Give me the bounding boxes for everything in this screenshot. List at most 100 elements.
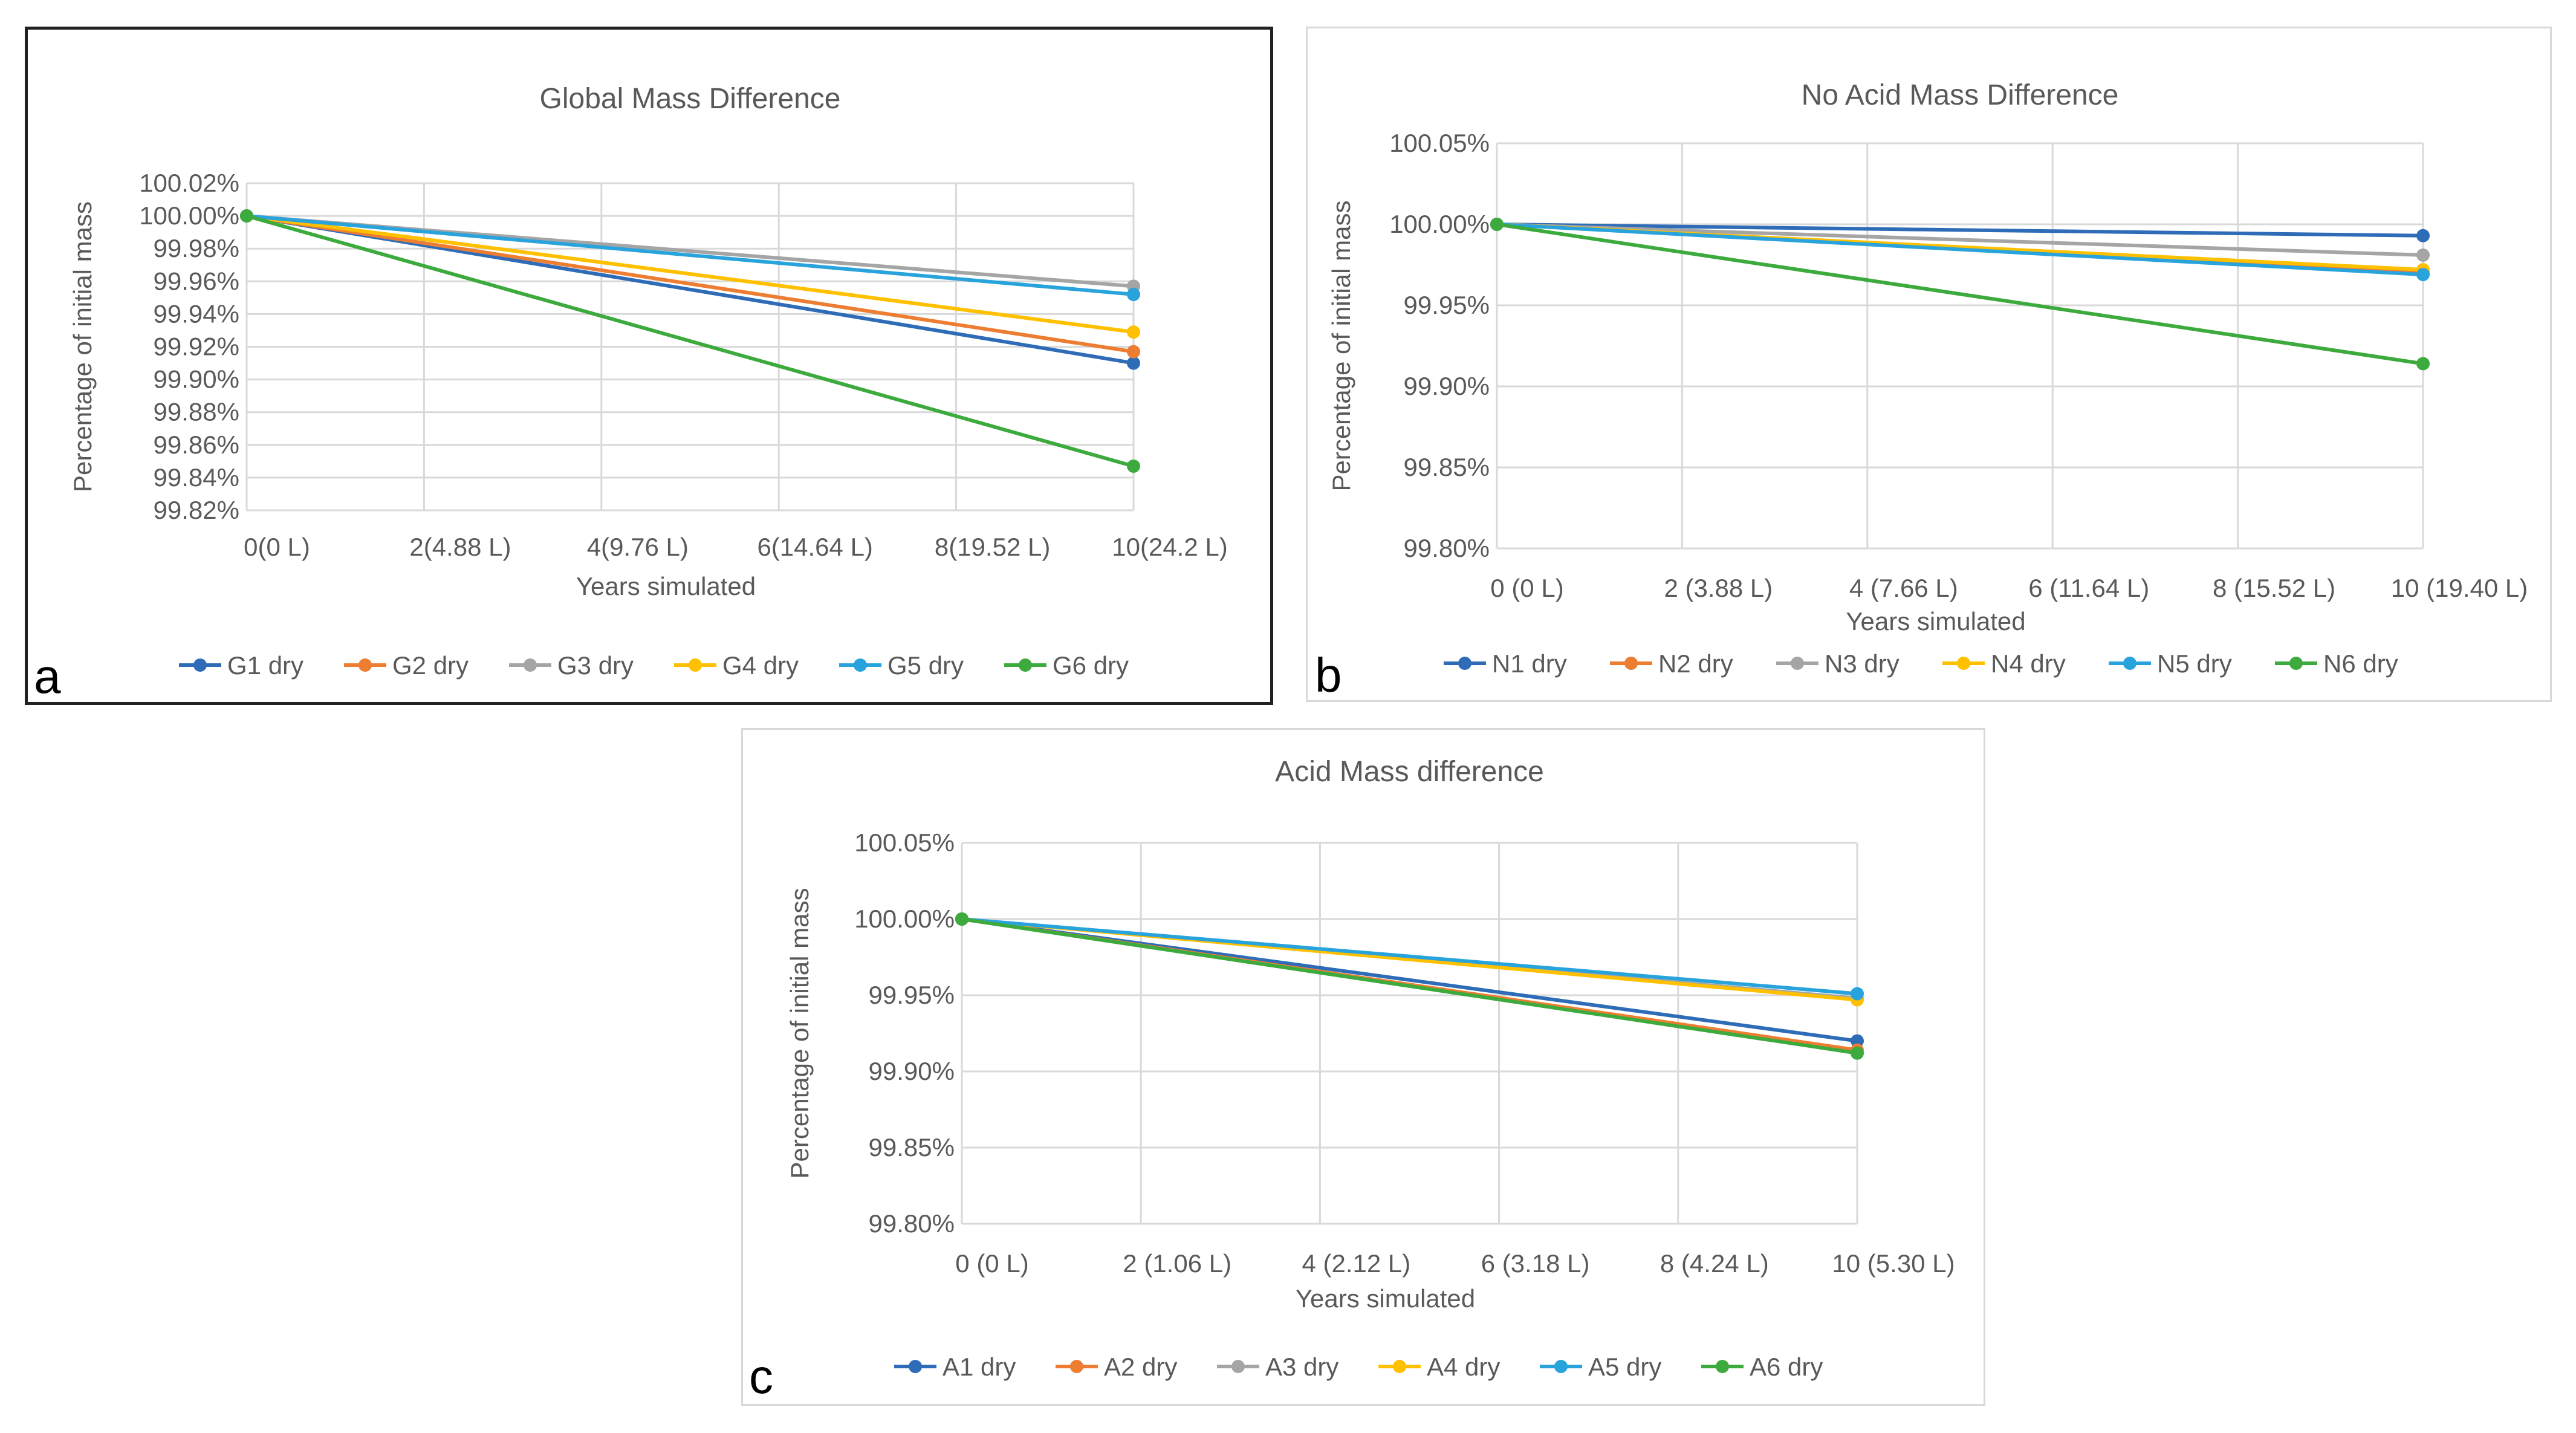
legend-item: A5 dry <box>1540 1353 1661 1381</box>
legend-swatch-marker <box>1957 657 1970 670</box>
legend-item: N4 dry <box>1942 649 2066 678</box>
legend-item: N6 dry <box>2275 649 2398 678</box>
data-point <box>2416 248 2430 262</box>
legend-item: G5 dry <box>839 651 964 680</box>
legend-label: G5 dry <box>887 651 964 680</box>
panel-label-b: b <box>1315 648 1342 702</box>
legend-item: G6 dry <box>1004 651 1129 680</box>
legend-item: N5 dry <box>2109 649 2232 678</box>
panel-label-a: a <box>34 649 61 703</box>
x-axis-label: Years simulated <box>1296 1284 1475 1313</box>
legend-label: G1 dry <box>227 651 303 680</box>
data-point <box>1127 325 1140 339</box>
chart-panel-a: Global Mass Difference 99.82% 99.84% 99.86%… <box>25 27 1273 705</box>
x-axis-label: Years simulated <box>576 572 756 600</box>
chart-title: Acid Mass difference <box>1275 756 1544 788</box>
legend-item: A2 dry <box>1056 1353 1177 1381</box>
x-tick-label: 8(19.52 L) <box>935 533 1050 561</box>
y-tick-label: 99.96% <box>154 267 239 295</box>
x-tick-label: 4 (7.66 L) <box>1849 574 1958 602</box>
data-point <box>1851 1034 1864 1048</box>
legend-swatch-marker <box>358 658 372 672</box>
y-tick-label: 100.00% <box>854 905 955 933</box>
x-tick-label: 4 (2.12 L) <box>1302 1249 1411 1278</box>
y-tick-label: 100.05% <box>1389 129 1490 157</box>
y-axis-label: Percentage of initial mass <box>68 201 97 492</box>
legend-swatch-marker <box>1458 657 1471 670</box>
legend-item: G3 dry <box>509 651 634 680</box>
series-n6-dry <box>1490 218 2430 371</box>
legend-item: G1 dry <box>179 651 303 680</box>
x-tick-label: 2(4.88 L) <box>409 533 511 561</box>
legend-label: N4 dry <box>1991 649 2066 678</box>
legend-label: G3 dry <box>557 651 634 680</box>
x-tick-label: 0 (0 L) <box>955 1249 1028 1278</box>
data-point <box>1127 287 1140 301</box>
series-a1-dry <box>955 912 1864 1048</box>
legend-item: A1 dry <box>894 1353 1016 1381</box>
legend-label: N5 dry <box>2157 649 2232 678</box>
legend-swatch-marker <box>909 1360 922 1373</box>
data-point <box>1490 218 1504 231</box>
x-tick-label: 0 (0 L) <box>1490 574 1563 602</box>
y-axis-label: Percentage of initial mass <box>785 888 814 1179</box>
legend-item: A6 dry <box>1701 1353 1823 1381</box>
series-a4-dry <box>955 912 1864 1007</box>
y-tick-label: 99.80% <box>869 1209 955 1238</box>
legend-item: N1 dry <box>1444 649 1567 678</box>
data-point <box>240 209 253 223</box>
x-tick-label: 10(24.2 L) <box>1112 533 1227 561</box>
y-tick-label: 99.90% <box>869 1057 955 1085</box>
x-tick-label: 8 (15.52 L) <box>2213 574 2335 602</box>
chart-panel-b: No Acid Mass Difference 99.80% 99.85% 99.90… <box>1306 27 2552 702</box>
legend-swatch-marker <box>524 658 537 672</box>
x-tick-label: 4(9.76 L) <box>587 533 689 561</box>
legend-label: A4 dry <box>1427 1353 1500 1381</box>
y-tick-label: 99.80% <box>1404 534 1490 562</box>
legend-label: A2 dry <box>1104 1353 1177 1381</box>
legend-swatch-marker <box>1019 658 1032 672</box>
chart-c-svg: Acid Mass difference 99.80% 99.85% 99.90% 99… <box>785 756 1955 1381</box>
legend-item: N3 dry <box>1776 649 1900 678</box>
legend-swatch-marker <box>1624 657 1638 670</box>
legend-label: G6 dry <box>1053 651 1129 680</box>
chart-panel-c: Acid Mass difference 99.80% 99.85% 99.90% 99… <box>741 728 1985 1406</box>
x-tick-label: 2 (1.06 L) <box>1123 1249 1231 1278</box>
x-tick-label: 6 (11.64 L) <box>2028 574 2149 602</box>
data-point <box>2416 268 2430 282</box>
y-tick-label: 99.84% <box>154 463 239 492</box>
data-point <box>1127 356 1140 370</box>
x-tick-label: 6(14.64 L) <box>757 533 872 561</box>
chart-a-svg: Global Mass Difference 99.82% 99.84% 99.86%… <box>68 83 1228 680</box>
legend-swatch-marker <box>689 658 702 672</box>
y-tick-label: 99.88% <box>154 398 239 426</box>
legend-label: N1 dry <box>1492 649 1567 678</box>
x-axis-label: Years simulated <box>1846 607 2025 635</box>
legend-label: N2 dry <box>1658 649 1733 678</box>
legend-label: N3 dry <box>1825 649 1900 678</box>
series-line <box>246 214 1134 296</box>
series-g5-dry <box>240 209 1140 301</box>
data-point <box>1851 987 1864 1001</box>
data-point <box>1127 459 1140 473</box>
y-tick-label: 100.02% <box>139 169 239 197</box>
chart-title: No Acid Mass Difference <box>1802 79 2119 111</box>
legend-swatch-marker <box>1231 1360 1245 1373</box>
data-point <box>1851 1046 1864 1060</box>
data-point <box>955 912 968 926</box>
legend-swatch-marker <box>1070 1360 1083 1373</box>
x-tick-label: 6 (3.18 L) <box>1481 1249 1590 1278</box>
panel-label-c: c <box>749 1350 773 1403</box>
y-tick-label: 99.86% <box>154 431 239 459</box>
legend-label: G4 dry <box>722 651 799 680</box>
legend-swatch-marker <box>854 658 867 672</box>
series-line <box>246 214 1134 468</box>
series-line <box>1496 223 2424 366</box>
legend-item: G2 dry <box>344 651 469 680</box>
legend-item: N2 dry <box>1610 649 1733 678</box>
legend-item: G4 dry <box>674 651 799 680</box>
legend-swatch-marker <box>1791 657 1804 670</box>
y-tick-label: 99.92% <box>154 333 239 361</box>
chart-b-svg: No Acid Mass Difference 99.80% 99.85% 99.90… <box>1327 79 2528 678</box>
legend-label: A3 dry <box>1265 1353 1338 1381</box>
